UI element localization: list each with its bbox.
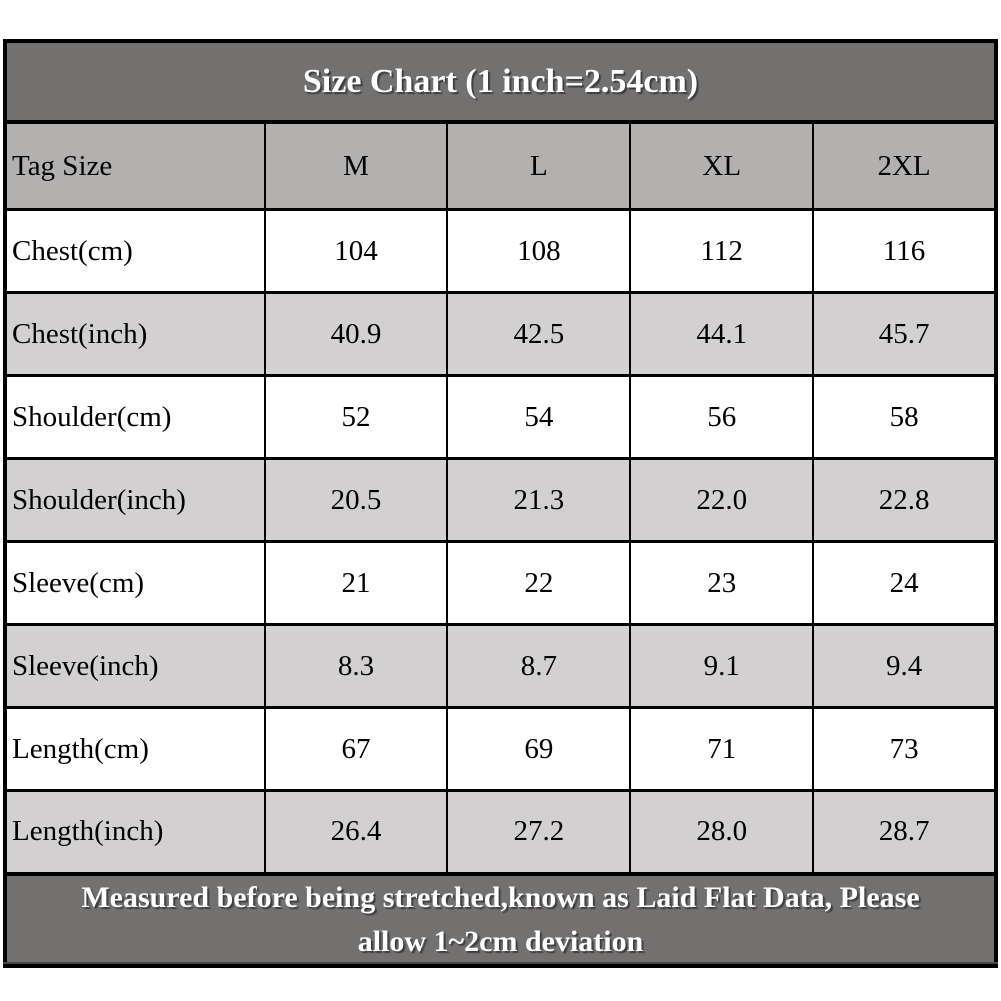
cell-value: 71 — [629, 706, 815, 792]
column-header-l: L — [446, 120, 632, 211]
cell-value: 28.7 — [812, 789, 997, 875]
column-header-2xl: 2XL — [812, 120, 997, 211]
cell-value: 40.9 — [263, 291, 449, 377]
footnote-line-1: Measured before being stretched,known as… — [81, 880, 920, 914]
row-label: Length(cm) — [4, 706, 266, 792]
cell-value: 22 — [446, 540, 632, 626]
cell-value: 8.7 — [446, 623, 632, 709]
cell-value: 73 — [812, 706, 997, 792]
title-row: Size Chart (1 inch=2.54cm) — [4, 39, 997, 124]
cell-value: 52 — [263, 374, 449, 460]
cell-value: 45.7 — [812, 291, 997, 377]
column-header-row: Tag Size M L XL 2XL — [4, 120, 997, 211]
row-label: Sleeve(inch) — [4, 623, 266, 709]
cell-value: 21.3 — [446, 457, 632, 543]
cell-value: 22.8 — [812, 457, 997, 543]
cell-value: 24 — [812, 540, 997, 626]
cell-value: 54 — [446, 374, 632, 460]
column-header-tag-size: Tag Size — [4, 120, 266, 211]
table-row-sleeve-inch: Sleeve(inch) 8.3 8.7 9.1 9.4 — [4, 623, 997, 709]
cell-value: 104 — [263, 208, 449, 294]
cell-value: 8.3 — [263, 623, 449, 709]
footnote-line-2: allow 1~2cm deviation — [357, 924, 644, 958]
row-label: Chest(cm) — [4, 208, 266, 294]
cell-value: 28.0 — [629, 789, 815, 875]
row-label: Shoulder(cm) — [4, 374, 266, 460]
cell-value: 21 — [263, 540, 449, 626]
cell-value: 112 — [629, 208, 815, 294]
cell-value: 58 — [812, 374, 997, 460]
cell-value: 9.1 — [629, 623, 815, 709]
row-label: Chest(inch) — [4, 291, 266, 377]
table-row-sleeve-cm: Sleeve(cm) 21 22 23 24 — [4, 540, 997, 626]
table-row-shoulder-cm: Shoulder(cm) 52 54 56 58 — [4, 374, 997, 460]
table-footnote: Measured before being stretched,known as… — [4, 871, 997, 967]
cell-value: 9.4 — [812, 623, 997, 709]
cell-value: 20.5 — [263, 457, 449, 543]
cell-value: 44.1 — [629, 291, 815, 377]
bottom-divider — [3, 962, 998, 964]
size-chart-table: Size Chart (1 inch=2.54cm) Tag Size M L … — [3, 39, 998, 968]
cell-value: 69 — [446, 706, 632, 792]
table-row-length-inch: Length(inch) 26.4 27.2 28.0 28.7 — [4, 789, 997, 875]
row-label: Length(inch) — [4, 789, 266, 875]
column-header-m: M — [263, 120, 449, 211]
footnote-row: Measured before being stretched,known as… — [4, 871, 997, 967]
column-header-xl: XL — [629, 120, 815, 211]
cell-value: 42.5 — [446, 291, 632, 377]
table-title: Size Chart (1 inch=2.54cm) — [4, 39, 997, 124]
cell-value: 23 — [629, 540, 815, 626]
cell-value: 67 — [263, 706, 449, 792]
table-row-length-cm: Length(cm) 67 69 71 73 — [4, 706, 997, 792]
table-row-shoulder-inch: Shoulder(inch) 20.5 21.3 22.0 22.8 — [4, 457, 997, 543]
row-label: Sleeve(cm) — [4, 540, 266, 626]
row-label: Shoulder(inch) — [4, 457, 266, 543]
cell-value: 27.2 — [446, 789, 632, 875]
cell-value: 22.0 — [629, 457, 815, 543]
cell-value: 56 — [629, 374, 815, 460]
cell-value: 116 — [812, 208, 997, 294]
cell-value: 108 — [446, 208, 632, 294]
cell-value: 26.4 — [263, 789, 449, 875]
table-row-chest-cm: Chest(cm) 104 108 112 116 — [4, 208, 997, 294]
table-row-chest-inch: Chest(inch) 40.9 42.5 44.1 45.7 — [4, 291, 997, 377]
